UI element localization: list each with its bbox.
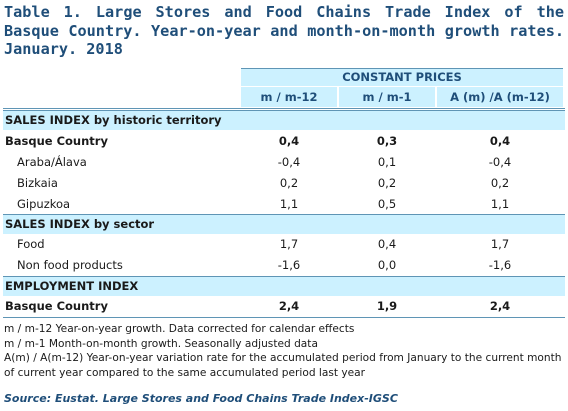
cell-accumulated: 0,4 (489, 134, 511, 148)
cell-mom: 0,2 (377, 176, 397, 190)
source-note: Source: Eustat. Large Stores and Food Ch… (4, 392, 398, 405)
section-label: SALES INDEX by historic territory (5, 113, 222, 127)
footnote-mom: m / m-1 Month-on-month growth. Seasonall… (4, 337, 318, 350)
cell-accumulated: 0,2 (490, 176, 510, 190)
row-label: Non food products (17, 258, 123, 272)
cell-accumulated: 2,4 (489, 299, 511, 313)
cell-yoy: 1,7 (279, 237, 299, 251)
table-row: Gipuzkoa 1,1 0,5 1,1 (3, 194, 565, 214)
cell-accumulated: -0,4 (488, 155, 512, 169)
table-row: Basque Country 2,4 1,9 2,4 (3, 296, 565, 316)
cell-yoy: 1,1 (279, 197, 299, 211)
section-label: SALES INDEX by sector (5, 217, 155, 231)
cell-mom: 0,0 (377, 258, 397, 272)
cell-mom: 1,9 (376, 299, 398, 313)
footnote-yoy: m / m-12 Year-on-year growth. Data corre… (4, 323, 355, 335)
row-label: Food (17, 237, 45, 251)
row-label: Gipuzkoa (17, 197, 71, 211)
cell-yoy: -1,6 (277, 258, 301, 272)
column-header-accumulated: A (m) /A (m-12) (437, 87, 563, 107)
table-row: Araba/Álava -0,4 0,1 -0,4 (3, 152, 565, 172)
row-label: Basque Country (5, 299, 108, 313)
section-header-territory: SALES INDEX by historic territory (3, 110, 565, 130)
cell-mom: 0,5 (377, 197, 397, 211)
column-group-header: CONSTANT PRICES (241, 68, 563, 86)
table-row: Bizkaia 0,2 0,2 0,2 (3, 173, 565, 193)
cell-yoy: 0,2 (279, 176, 299, 190)
row-label: Basque Country (5, 134, 108, 148)
footnotes: m / m-12 Year-on-year growth. Data corre… (4, 322, 564, 380)
cell-yoy: 2,4 (278, 299, 300, 313)
section-header-sector: SALES INDEX by sector (3, 214, 565, 234)
footnote-accumulated: A(m) / A(m-12) Year-on-year variation ra… (4, 352, 562, 379)
cell-accumulated: -1,6 (488, 258, 512, 272)
cell-accumulated: 1,7 (490, 237, 510, 251)
cell-accumulated: 1,1 (490, 197, 510, 211)
table-row: Basque Country 0,4 0,3 0,4 (3, 131, 565, 151)
cell-mom: 0,3 (376, 134, 398, 148)
cell-mom: 0,1 (377, 155, 397, 169)
table-title: Table 1. Large Stores and Food Chains Tr… (4, 3, 564, 58)
table-bottom-rule (3, 317, 565, 318)
table-row: Non food products -1,6 0,0 -1,6 (3, 255, 565, 275)
row-label: Bizkaia (17, 176, 58, 190)
table-row: Food 1,7 0,4 1,7 (3, 234, 565, 254)
column-header-mom: m / m-1 (339, 87, 435, 107)
row-label: Araba/Álava (17, 155, 87, 169)
column-header-yoy: m / m-12 (241, 87, 337, 107)
header-divider (3, 108, 565, 109)
cell-yoy: -0,4 (277, 155, 301, 169)
cell-yoy: 0,4 (278, 134, 300, 148)
section-label: EMPLOYMENT INDEX (5, 279, 139, 293)
cell-mom: 0,4 (377, 237, 397, 251)
section-header-employment: EMPLOYMENT INDEX (3, 276, 565, 296)
